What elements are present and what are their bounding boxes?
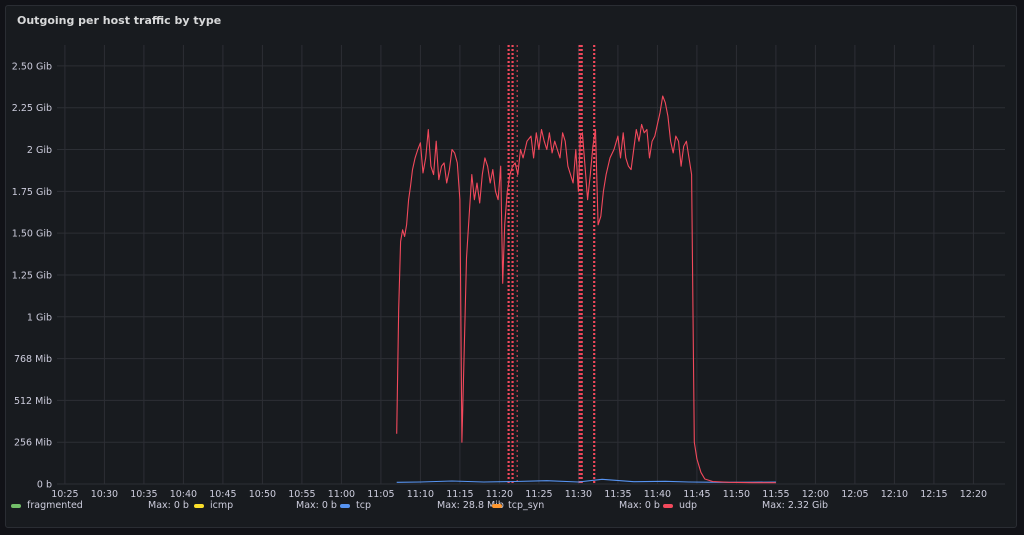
y-tick-label: 512 Mib [14,396,52,407]
legend-item-fragmented[interactable]: fragmented [11,500,83,511]
series-line-tcp [396,478,776,483]
y-tick-label: 1.75 Gib [12,187,52,198]
x-tick-label: 12:20 [960,489,987,500]
legend-max-value: Max: 28.8 Mib [437,500,504,511]
x-tick-label: 10:35 [130,489,157,500]
annotations [507,45,596,484]
x-tick-label: 11:05 [367,489,394,500]
y-tick-label: 1.25 Gib [12,270,52,281]
x-tick-label: 11:55 [762,489,789,500]
legend-item-udp[interactable]: udp [663,500,697,511]
series-lines [396,95,776,484]
x-axis-ticks: 10:25 10:30 10:35 10:40 10:45 10:50 10:55 11:00… [51,489,987,500]
y-tick-label: 0 b [37,480,52,491]
legend-label: tcp [356,500,371,511]
x-tick-label: 11:45 [683,489,710,500]
y-axis-ticks: 0 b 256 Mib 512 Mib 768 Mib 1 Gib 1.25 Gib 1.5… [12,61,52,490]
x-tick-label: 11:30 [565,489,592,500]
x-tick-label: 10:50 [249,489,276,500]
y-tick-label: 2.50 Gib [12,61,52,72]
series-line-udp [396,95,776,484]
legend-max-value: Max: 0 b [296,500,337,511]
x-tick-label: 11:40 [644,489,671,500]
x-tick-label: 11:20 [486,489,513,500]
legend-label: tcp_syn [508,500,545,511]
y-tick-label: 2 Gib [27,145,52,156]
legend-swatch [340,503,350,508]
y-tick-label: 2.25 Gib [12,103,52,114]
x-tick-label: 11:35 [604,489,631,500]
legend-max-value: Max: 0 b [619,500,660,511]
legend-swatch [663,503,673,508]
y-tick-label: 768 Mib [14,354,52,365]
legend-swatch [194,503,204,508]
x-tick-label: 12:05 [841,489,868,500]
x-tick-label: 11:25 [525,489,552,500]
y-tick-label: 256 Mib [14,438,52,449]
x-tick-label: 11:15 [446,489,473,500]
legend-label: udp [679,500,698,511]
legend-max-value: Max: 2.32 Gib [762,500,829,511]
legend-max-value: Max: 0 b [148,500,189,511]
legend-label: fragmented [27,500,83,511]
legend-swatch [11,503,21,508]
legend-item-icmp[interactable]: icmp [194,500,233,511]
x-tick-label: 10:45 [209,489,236,500]
grid [57,45,1005,485]
chart-panel: Outgoing per host traffic by type [5,5,1017,528]
x-tick-label: 10:30 [91,489,118,500]
x-tick-label: 12:15 [920,489,947,500]
y-tick-label: 1 Gib [27,312,52,323]
x-tick-label: 11:00 [328,489,355,500]
legend-item-tcp_syn[interactable]: tcp_syn [492,500,544,511]
x-tick-label: 10:40 [170,489,197,500]
y-tick-label: 1.50 Gib [12,229,52,240]
x-tick-label: 10:25 [51,489,78,500]
legend-label: icmp [210,500,234,511]
x-tick-label: 12:10 [881,489,908,500]
legend-item-tcp[interactable]: tcp [340,500,371,511]
x-tick-label: 11:10 [407,489,434,500]
legend-swatch [492,503,502,508]
x-tick-label: 12:00 [802,489,829,500]
legend: fragmented Max: 0 b icmp Max: 0 b tcp Max: 28… [11,500,1001,514]
panel-title[interactable]: Outgoing per host traffic by type [17,14,222,27]
x-tick-label: 10:55 [288,489,315,500]
x-tick-label: 11:50 [723,489,750,500]
